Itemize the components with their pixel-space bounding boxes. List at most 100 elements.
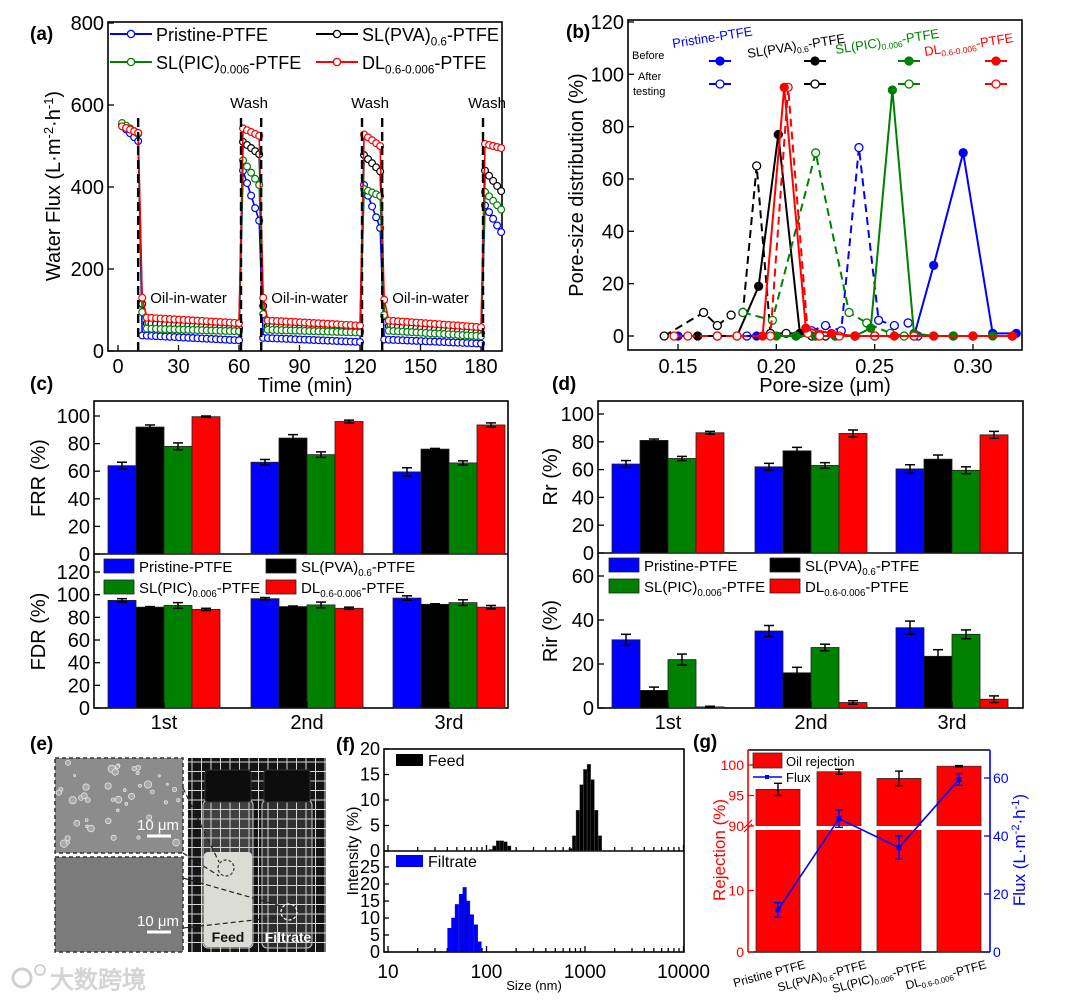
y-tick-label: 20 (360, 739, 380, 759)
histogram-bar (447, 928, 452, 953)
pore-after-point (726, 310, 736, 320)
oil-droplet (104, 782, 112, 790)
panel-label-c: (c) (30, 374, 53, 395)
histogram-bar (594, 810, 599, 852)
histogram-bar (575, 810, 580, 852)
panel-e-images: 10 μm 10 μm Feed Filtrate (54, 757, 326, 953)
bar (392, 471, 422, 555)
flux-data-point (247, 191, 256, 200)
bar (923, 458, 953, 554)
histogram-bar (579, 784, 584, 852)
flux-data-point (485, 171, 494, 180)
right-y-tick-label: 20 (993, 886, 1009, 902)
pore-before-point (1007, 331, 1017, 341)
pore-before-point (929, 260, 939, 270)
pore-after-point (712, 320, 722, 331)
pore-after-point (820, 320, 831, 331)
bar (667, 659, 697, 709)
x-tick-label: 10 (377, 962, 398, 983)
watermark: 大数跨境 (50, 966, 146, 994)
x-axis-title: Size (nm) (506, 978, 562, 993)
legend-label: Filtrate (428, 854, 477, 871)
y-tick-label: 0 (583, 543, 594, 565)
wash-annotation: Wash (230, 95, 268, 112)
oil-droplet (116, 808, 120, 813)
name-subscript: 0.6-0.006 (385, 64, 434, 77)
flux-data-point (497, 144, 506, 153)
legend-marker (810, 56, 820, 66)
category-label: 3rd (435, 712, 464, 734)
y-tick-label: 60 (68, 630, 90, 652)
bar (754, 630, 784, 709)
x-tick-label: 90 (288, 356, 310, 378)
name-tail: -PTFE (807, 31, 847, 52)
legend-label: SL(PIC)0.006-PTFE (156, 53, 301, 77)
y-tick-label: 60 (572, 460, 594, 482)
oil-droplet (165, 782, 169, 786)
category-label: 2nd (290, 712, 323, 734)
flux-data-point (493, 181, 502, 190)
histogram-bar (451, 917, 456, 953)
flux-line (777, 778, 960, 911)
bar (810, 465, 840, 554)
bar (810, 647, 840, 709)
histogram-bar (496, 840, 501, 852)
name-tail: -PTFE (434, 53, 486, 73)
legend-swatch (396, 754, 423, 766)
zoom-circle (217, 859, 235, 877)
y-tick-label: 20 (602, 274, 624, 296)
flux-data-point (372, 213, 381, 222)
label-part: ) (43, 91, 65, 98)
legend-swatch (608, 557, 640, 573)
legend-label: Flux (786, 770, 811, 785)
right-y-tick-label: 40 (993, 828, 1009, 844)
y-tick-label: 120 (57, 562, 90, 584)
y-tick-label: 40 (602, 221, 624, 243)
oil-droplet (135, 764, 141, 771)
legend-marker (810, 79, 820, 89)
x-tick-label: 0.30 (954, 356, 993, 378)
name-tail: -PTFE (951, 957, 988, 979)
legend-marker (715, 79, 725, 89)
y-axis-title: Rir (%) (540, 600, 562, 662)
name-subscript: 0.6-0.006 (824, 588, 865, 599)
y-tick-label: 100 (57, 585, 90, 607)
x-axis-title: Time (min) (258, 375, 353, 397)
connector-line (182, 916, 282, 929)
name-main: DL (923, 42, 942, 59)
histogram-bar (458, 894, 463, 953)
pore-after-line (663, 165, 856, 337)
y-tick-label: 600 (71, 95, 104, 117)
y-tick-label: 100 (591, 64, 624, 86)
bar (639, 440, 669, 554)
y-tick-label: 10 (360, 908, 380, 928)
name-main: Pristine-PTFE (671, 23, 754, 51)
y-tick-label: 80 (572, 432, 594, 454)
x-tick-label: 100 (471, 962, 503, 983)
flux-series-line (121, 124, 502, 345)
filtrate-label: Filtrate (265, 929, 312, 945)
panel-label-a: (a) (30, 24, 53, 45)
pore-after-point (811, 148, 821, 158)
pore-after-point (765, 331, 776, 341)
legend-label: DL0.6-0.006-PTFE (301, 580, 405, 600)
oil-droplet (131, 766, 137, 772)
bar (611, 463, 641, 554)
axis-break-icon (743, 819, 753, 833)
legend-label: Pristine-PTFE (156, 25, 268, 45)
label-part: ) (1010, 794, 1029, 800)
bar (448, 602, 478, 709)
pore-before-point (826, 328, 837, 339)
flux-data-point (485, 208, 494, 217)
oil-droplet (80, 792, 88, 799)
wash-annotation: Wash (351, 95, 389, 112)
micrograph-feed (54, 757, 184, 854)
histogram-bar (462, 887, 467, 953)
name-subscript: 0.006 (220, 64, 249, 77)
right-y-tick-label: 60 (993, 770, 1009, 786)
histogram-bar (507, 845, 512, 852)
oil-droplet (124, 802, 129, 806)
pore-before-point (850, 331, 860, 341)
legend-label: SL(PVA)0.6-PTFE (362, 25, 499, 49)
